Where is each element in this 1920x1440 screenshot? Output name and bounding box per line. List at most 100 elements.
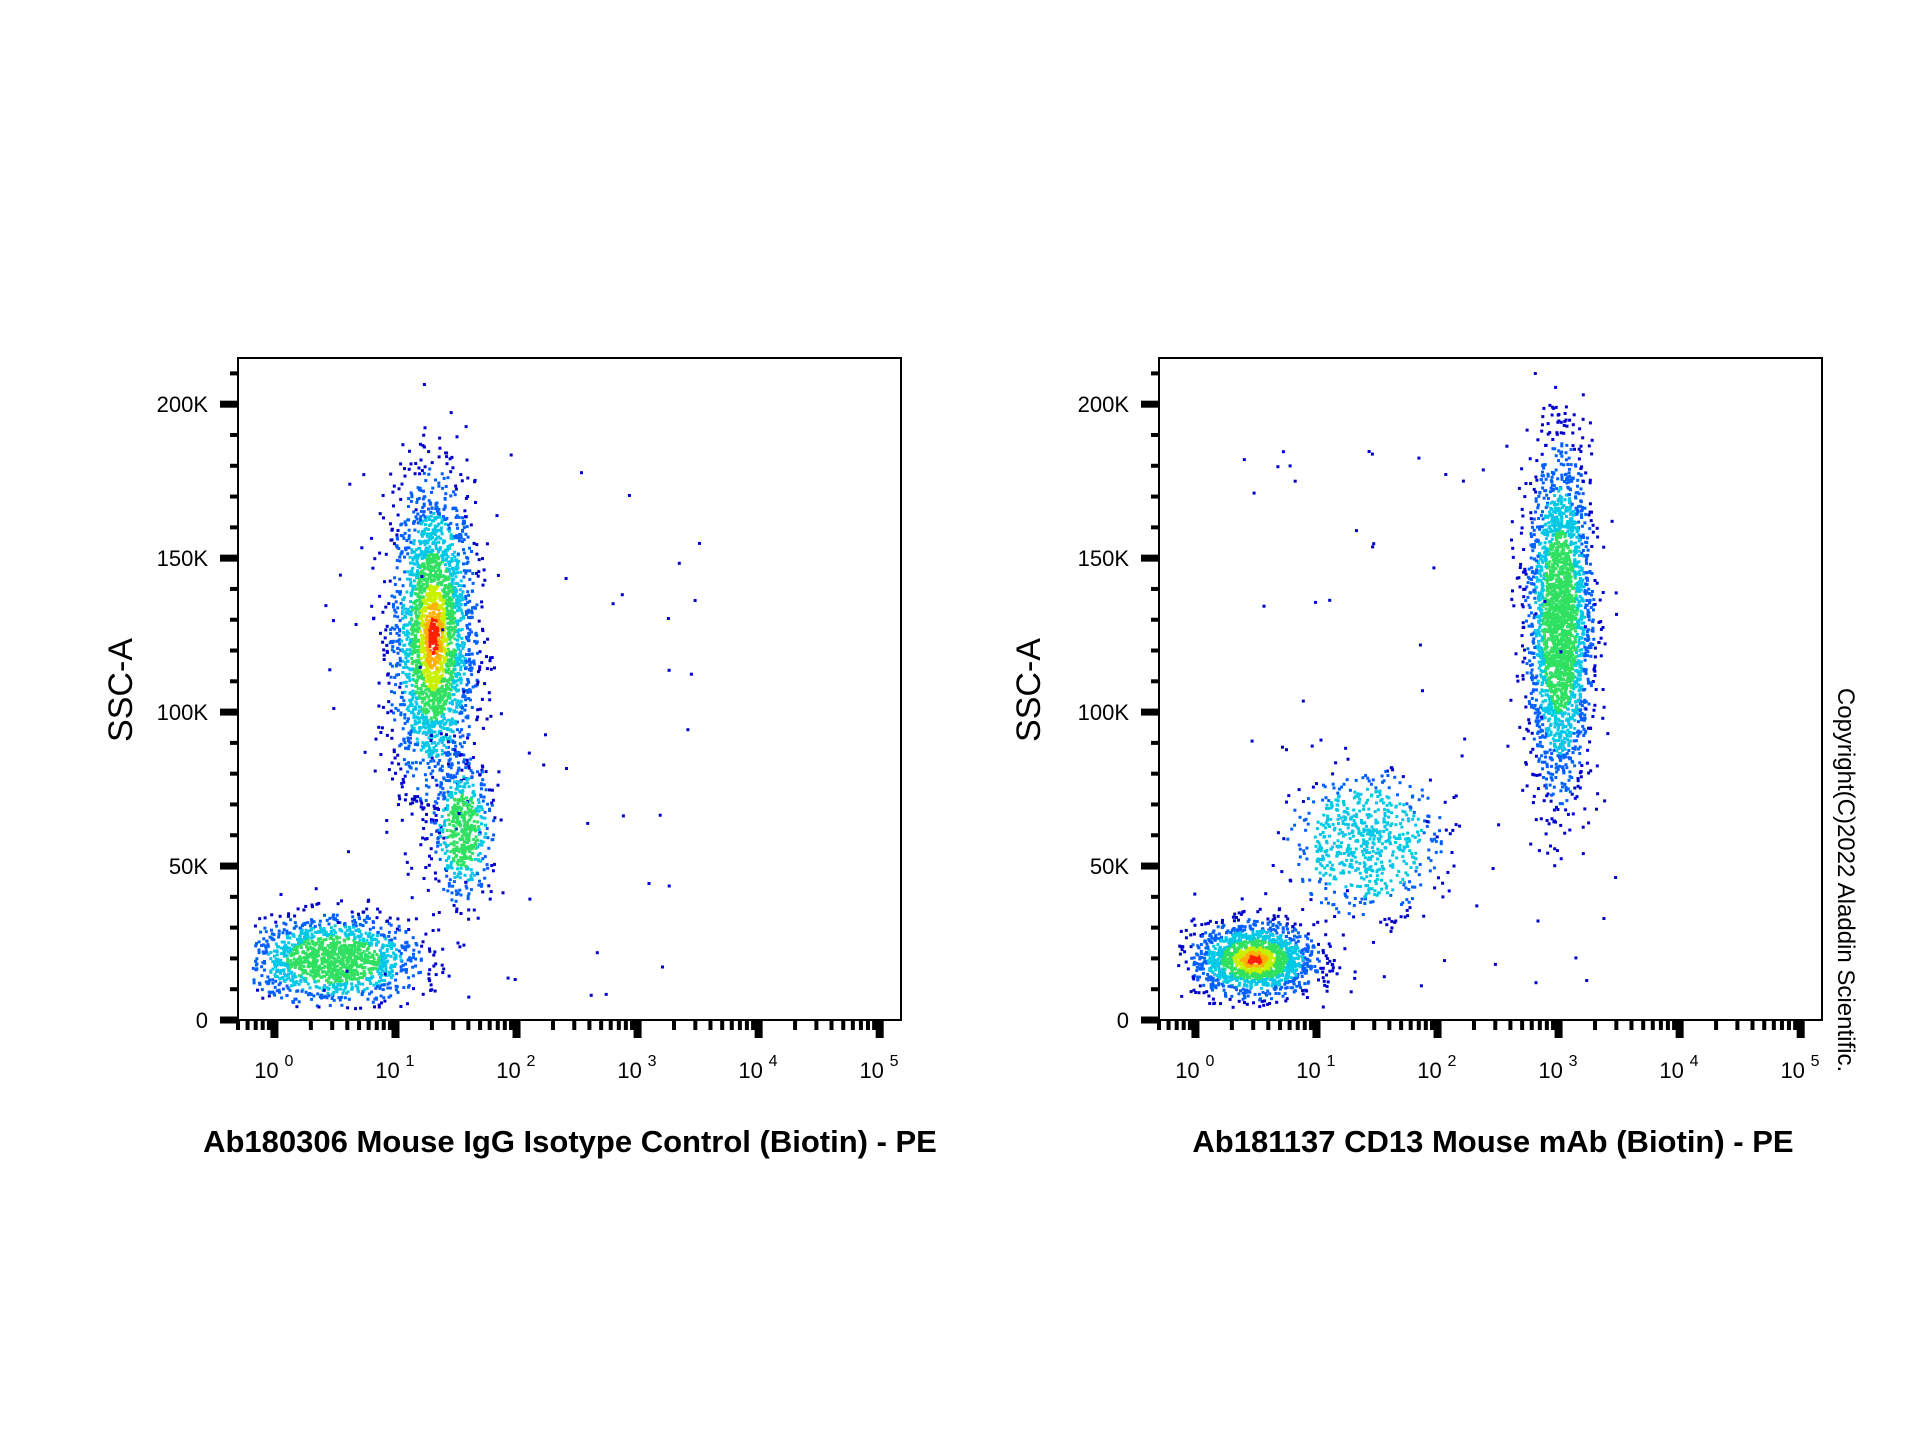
event-dot bbox=[433, 871, 437, 875]
event-dot bbox=[466, 819, 470, 823]
event-dot bbox=[441, 619, 445, 623]
event-dot bbox=[483, 640, 486, 644]
event-dot bbox=[409, 736, 412, 740]
event-dot bbox=[426, 888, 430, 892]
event-dot bbox=[320, 940, 324, 944]
event-dot bbox=[439, 732, 443, 736]
event-dot bbox=[439, 767, 443, 771]
event-dot bbox=[422, 433, 426, 437]
event-dot bbox=[347, 850, 350, 854]
event-dot bbox=[403, 467, 406, 471]
event-dot bbox=[398, 642, 402, 646]
event-dot bbox=[467, 834, 471, 838]
event-dot bbox=[378, 949, 382, 952]
event-dot bbox=[446, 560, 450, 564]
event-dot bbox=[423, 551, 427, 555]
event-dot bbox=[395, 544, 399, 548]
event-dot bbox=[369, 982, 373, 985]
event-dot bbox=[398, 629, 402, 633]
event-dot bbox=[455, 780, 459, 784]
event-dot bbox=[458, 533, 462, 536]
event-dot bbox=[340, 995, 344, 999]
event-dot bbox=[429, 622, 433, 626]
event-dot bbox=[431, 639, 435, 643]
event-dot bbox=[433, 590, 436, 594]
event-dot bbox=[1570, 792, 1574, 796]
event-dot bbox=[423, 465, 427, 469]
event-dot bbox=[420, 700, 424, 704]
event-dot bbox=[1568, 647, 1572, 651]
event-dot bbox=[425, 711, 429, 714]
event-dot bbox=[412, 726, 416, 730]
event-dot bbox=[393, 627, 397, 631]
event-dot bbox=[455, 861, 459, 865]
event-dot bbox=[327, 962, 331, 966]
event-dot bbox=[427, 567, 431, 571]
event-dot bbox=[426, 655, 430, 659]
event-dot bbox=[461, 687, 465, 691]
event-dot bbox=[425, 792, 429, 796]
event-dot bbox=[424, 684, 428, 688]
event-dot bbox=[445, 699, 448, 703]
event-dot bbox=[452, 880, 456, 884]
event-dot bbox=[445, 643, 449, 647]
event-dot bbox=[401, 609, 405, 613]
event-dot bbox=[285, 929, 289, 933]
event-dot bbox=[456, 941, 460, 945]
event-dot bbox=[303, 979, 307, 983]
event-dot bbox=[261, 961, 265, 965]
event-dot bbox=[355, 961, 358, 965]
event-dot bbox=[329, 934, 333, 938]
event-dot bbox=[436, 708, 440, 712]
event-dot bbox=[462, 672, 466, 676]
event-dot bbox=[314, 985, 318, 989]
event-dot bbox=[450, 898, 454, 902]
event-dot bbox=[406, 518, 410, 522]
event-dot bbox=[392, 542, 396, 546]
event-dot bbox=[443, 702, 447, 706]
event-dot bbox=[443, 504, 447, 508]
event-dot bbox=[441, 553, 445, 557]
event-dot bbox=[417, 971, 421, 975]
event-dot bbox=[456, 594, 460, 598]
x-tick-exponent: 1 bbox=[405, 1053, 414, 1070]
event-dot bbox=[417, 577, 421, 581]
event-dot bbox=[476, 798, 480, 802]
event-dot bbox=[1534, 475, 1538, 479]
event-dot bbox=[470, 776, 474, 780]
event-dot bbox=[410, 866, 414, 870]
x-major-tick bbox=[270, 1020, 279, 1038]
event-dot bbox=[475, 678, 479, 682]
event-dot bbox=[453, 686, 457, 690]
event-dot bbox=[453, 661, 457, 665]
event-dot bbox=[428, 854, 431, 858]
event-dot bbox=[420, 469, 424, 472]
event-dot bbox=[438, 639, 442, 643]
event-dot bbox=[426, 603, 430, 607]
event-dot bbox=[427, 755, 431, 759]
event-dot bbox=[405, 590, 409, 594]
event-dot bbox=[440, 815, 444, 818]
event-dot bbox=[436, 582, 440, 585]
event-dot bbox=[449, 675, 453, 678]
event-dot bbox=[477, 825, 481, 829]
event-dot bbox=[343, 950, 347, 954]
event-dot bbox=[495, 514, 499, 518]
event-dot bbox=[441, 677, 445, 681]
event-dot bbox=[400, 606, 404, 610]
event-dot bbox=[400, 550, 404, 554]
event-dot bbox=[310, 936, 314, 940]
event-dot bbox=[456, 604, 460, 608]
event-dot bbox=[462, 943, 466, 947]
event-dot bbox=[299, 943, 303, 947]
event-dot bbox=[394, 956, 398, 960]
event-dot bbox=[457, 633, 461, 637]
event-dot bbox=[435, 690, 439, 694]
event-dot bbox=[367, 968, 371, 971]
event-dot bbox=[411, 641, 415, 645]
event-dot bbox=[269, 970, 273, 974]
event-dot bbox=[426, 596, 430, 600]
event-dot bbox=[271, 981, 275, 985]
event-dot bbox=[304, 904, 308, 908]
event-dot bbox=[280, 996, 284, 1000]
